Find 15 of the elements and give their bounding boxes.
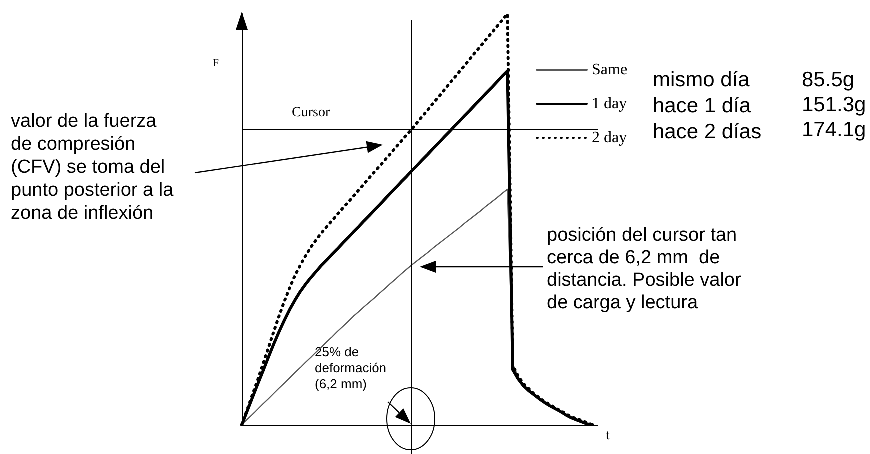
text: hace 2 días	[653, 120, 762, 144]
text: 85.5g	[802, 68, 855, 92]
legend-label: Same	[592, 62, 628, 78]
x-axis-title: t	[606, 428, 610, 444]
text: 151.3g	[802, 94, 866, 116]
y-axis-title: F	[212, 58, 219, 70]
text: 174.1g	[802, 118, 866, 142]
legend-label: 2 day	[592, 130, 628, 146]
annotation: 25% de deformación (6,2 mm)	[315, 344, 387, 392]
text: mismo día	[653, 68, 750, 92]
annotation: posición del cursor tan cerca de 6,2 mm de distancia. Posible valor de carga y lectura	[547, 224, 742, 314]
text: hace 1 día	[653, 94, 752, 118]
legend-label: 1 day	[592, 96, 628, 112]
text: valor de la fuerza de compresión (CFV) se toma del punto posterior a la zona de inflexión	[11, 111, 174, 224]
ref-line-label: Cursor	[292, 106, 330, 121]
